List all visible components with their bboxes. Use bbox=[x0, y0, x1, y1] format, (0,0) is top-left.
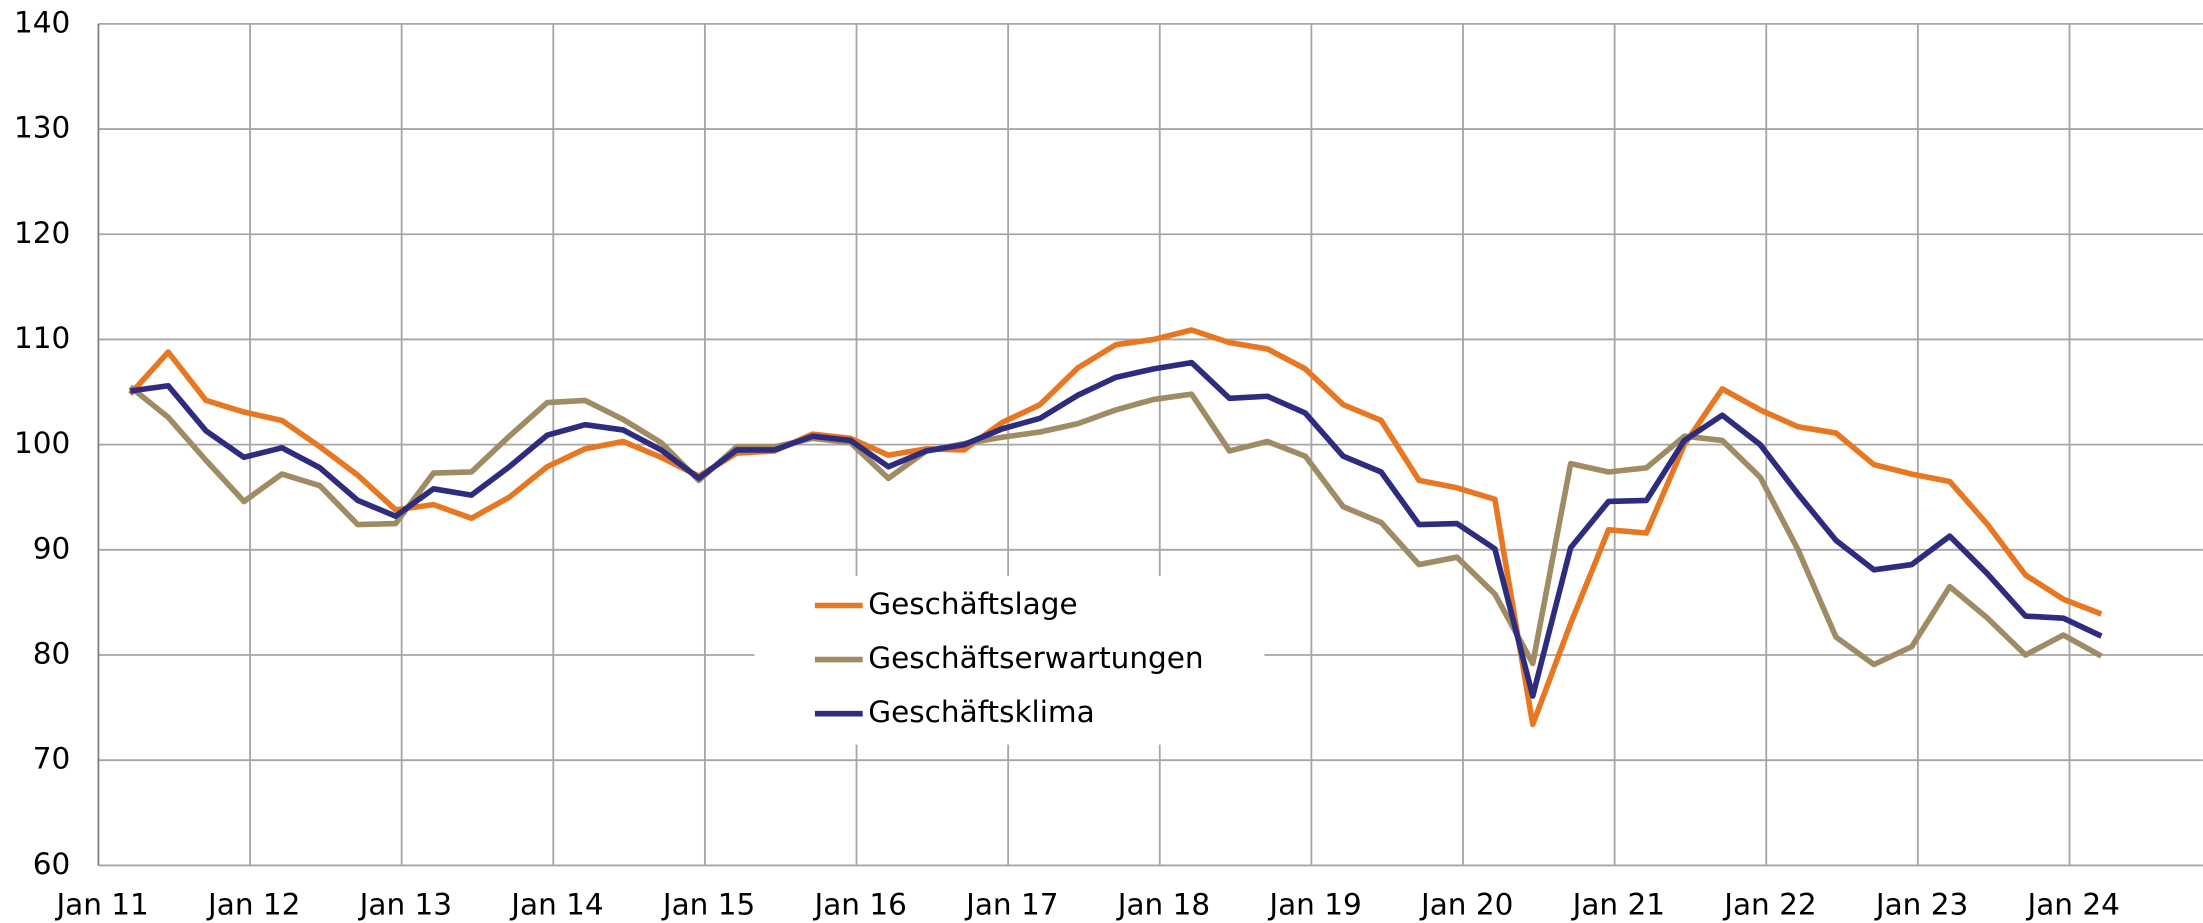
x-tick-label: Jan 19 bbox=[1267, 888, 1361, 922]
legend-label: Geschäftslage bbox=[868, 587, 1077, 621]
x-tick-label: Jan 12 bbox=[206, 888, 300, 922]
x-tick-label: Jan 13 bbox=[358, 888, 452, 922]
x-tick-label: Jan 16 bbox=[813, 888, 907, 922]
x-tick-label: Jan 21 bbox=[1571, 888, 1665, 922]
y-tick-label: 90 bbox=[33, 531, 71, 565]
series-line bbox=[129, 359, 2103, 699]
x-tick-label: Jan 17 bbox=[964, 888, 1058, 922]
y-tick-label: 130 bbox=[14, 111, 70, 145]
x-tick-label: Jan 24 bbox=[2026, 888, 2120, 922]
x-tick-label: Jan 20 bbox=[1419, 888, 1513, 922]
x-tick-label: Jan 14 bbox=[509, 888, 603, 922]
y-tick-label: 140 bbox=[14, 5, 70, 39]
y-tick-label: 70 bbox=[33, 742, 71, 776]
legend-label: Geschäftserwartungen bbox=[868, 641, 1203, 675]
series-line bbox=[128, 327, 2103, 728]
y-tick-label: 60 bbox=[33, 847, 71, 881]
y-tick-label: 110 bbox=[14, 321, 70, 355]
legend: Geschäftslage Geschäftserwartungen Geschäf… bbox=[754, 575, 1265, 745]
series-line bbox=[128, 384, 2103, 668]
x-tick-label: Jan 11 bbox=[54, 888, 148, 922]
x-tick-label: Jan 15 bbox=[661, 888, 755, 922]
legend-label: Geschäftsklima bbox=[868, 695, 1094, 729]
y-tick-label: 120 bbox=[14, 216, 70, 250]
x-tick-label: Jan 23 bbox=[1874, 888, 1968, 922]
y-tick-label: 80 bbox=[33, 637, 71, 671]
x-tick-label: Jan 22 bbox=[1722, 888, 1816, 922]
x-tick-label: Jan 18 bbox=[1116, 888, 1210, 922]
y-tick-label: 100 bbox=[14, 426, 70, 460]
